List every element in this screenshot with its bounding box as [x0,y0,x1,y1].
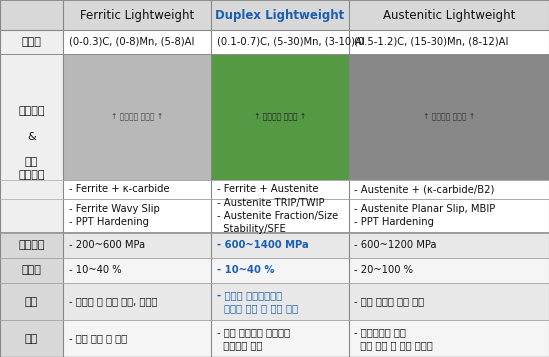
Bar [211,258,349,283]
Bar [349,258,549,283]
Bar [63,199,211,233]
Text: 인장강도: 인장강도 [18,240,45,250]
Text: (0.1-0.7)C, (5-30)Mn, (3-10)Al: (0.1-0.7)C, (5-30)Mn, (3-10)Al [217,37,365,47]
Text: - Ferrite + κ-carbide: - Ferrite + κ-carbide [69,185,169,195]
Text: Ferritic Lightweight: Ferritic Lightweight [80,9,194,22]
Bar [211,283,349,320]
Bar [211,199,349,233]
Text: (0.5-1.2)C, (15-30)Mn, (8-12)Al: (0.5-1.2)C, (15-30)Mn, (8-12)Al [354,37,508,47]
Bar [63,0,211,30]
Text: 단점: 단점 [25,333,38,343]
Bar [349,320,549,357]
Bar [349,180,549,199]
Bar [349,0,549,30]
Bar [349,30,549,54]
Bar [211,0,349,30]
Text: ↑ 미세조직 이미지 ↑: ↑ 미세조직 이미지 ↑ [111,112,164,121]
Text: 성분계: 성분계 [21,37,42,47]
Text: - Ferrite + Austenite: - Ferrite + Austenite [217,185,318,195]
Text: - 20~100 %: - 20~100 % [354,266,413,276]
Bar [63,320,211,357]
Text: ↑ 미세조직 이미지 ↑: ↑ 미세조직 이미지 ↑ [423,112,475,121]
Text: - 저합금 및 낮은 가격, 성형성: - 저합금 및 낮은 가격, 성형성 [69,297,157,307]
Bar [63,258,211,283]
Bar [211,54,349,180]
Text: ↑ 미세조직 이미지 ↑: ↑ 미세조직 이미지 ↑ [254,112,306,121]
Bar [0,258,63,283]
Bar [0,320,63,357]
Text: - Austenite TRIP/TWIP
- Austenite Fraction/Size
  Stability/SFE: - Austenite TRIP/TWIP - Austenite Fracti… [217,198,338,234]
Text: - 낮은 강도 및 연성: - 낮은 강도 및 연성 [69,333,127,343]
Bar [0,233,63,258]
Bar [211,30,349,54]
Bar [0,54,63,233]
Text: 연신율: 연신율 [21,266,42,276]
Text: - 10~40 %: - 10~40 % [217,266,274,276]
Bar [63,283,211,320]
Text: Austenitic Lightweight: Austenitic Lightweight [383,9,515,22]
Bar [349,199,549,233]
Text: - 10~40 %: - 10~40 % [69,266,121,276]
Bar [0,0,63,30]
Bar [63,54,211,180]
Text: - Austenite + (κ-carbide/B2): - Austenite + (κ-carbide/B2) [354,185,495,195]
Bar [349,283,549,320]
Text: 미세조직

&

주요
강화기구: 미세조직 & 주요 강화기구 [18,106,45,180]
Text: - 200~600 MPa: - 200~600 MPa [69,240,145,250]
Bar [211,233,349,258]
Text: Duplex Lightweight: Duplex Lightweight [215,9,345,22]
Text: (0-0.3)C, (0-8)Mn, (5-8)Al: (0-0.3)C, (0-8)Mn, (5-8)Al [69,37,194,47]
Text: - 상대적 저합금임에도
  우수한 강도 및 연성 조합: - 상대적 저합금임에도 우수한 강도 및 연성 조합 [217,290,298,313]
Bar [211,180,349,199]
Bar [349,233,549,258]
Text: - 고합금으로 인한
  높은 가격 및 낮은 용접성: - 고합금으로 인한 높은 가격 및 낮은 용접성 [354,327,433,350]
Bar [63,233,211,258]
Bar [63,30,211,54]
Bar [211,320,349,357]
Bar [0,283,63,320]
Bar [0,30,63,54]
Text: - 600~1400 MPa: - 600~1400 MPa [217,240,309,250]
Text: - Austenite Planar Slip, MBIP
- PPT Hardening: - Austenite Planar Slip, MBIP - PPT Hard… [354,205,495,227]
Text: 장점: 장점 [25,297,38,307]
Bar [349,54,549,180]
Bar [63,180,211,199]
Text: - 매우 우수한 인장 성질: - 매우 우수한 인장 성질 [354,297,424,307]
Text: - 600~1200 MPa: - 600~1200 MPa [354,240,436,250]
Text: - 높은 경량화율 위해서는
  고합금계 필수: - 높은 경량화율 위해서는 고합금계 필수 [217,327,290,350]
Text: - Ferrite Wavy Slip
- PPT Hardening: - Ferrite Wavy Slip - PPT Hardening [69,205,159,227]
